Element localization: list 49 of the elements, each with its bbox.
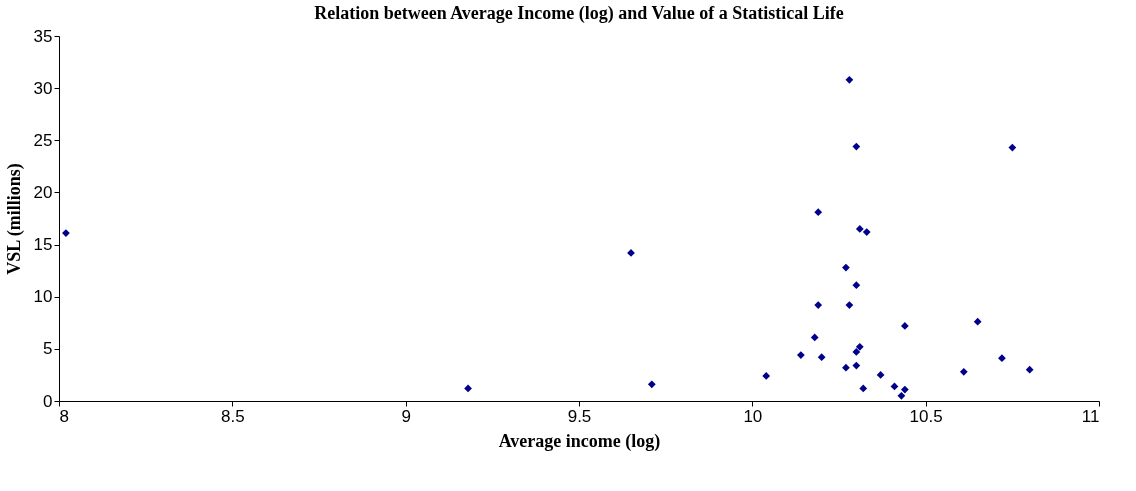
point [852, 361, 861, 370]
x-tick-label: 8.5 [221, 406, 245, 426]
x-tick-label: 9 [401, 406, 411, 426]
point [855, 342, 864, 351]
y-tick-label: 35 [33, 26, 53, 46]
point [762, 372, 771, 380]
y-tick-label: 0 [43, 391, 53, 411]
point [1025, 365, 1034, 374]
point [852, 142, 861, 151]
y-axis-title: VSL (millions) [3, 163, 25, 275]
x-tick-label: 10.5 [909, 406, 943, 426]
y-tick-label: 15 [33, 235, 53, 255]
point [852, 348, 861, 356]
x-tick-label: 9.5 [567, 406, 592, 426]
point [814, 208, 823, 217]
point [897, 391, 906, 400]
y-tick-label: 25 [33, 130, 53, 150]
point [845, 301, 854, 309]
x-tick-label: 11 [1081, 406, 1100, 426]
point [859, 384, 868, 393]
point [796, 351, 805, 359]
point [842, 263, 850, 272]
y-tick-label: 10 [33, 287, 53, 307]
x-axis-title: Average income (log) [498, 430, 661, 452]
point [817, 353, 826, 362]
y-tick-label: 30 [33, 78, 53, 98]
point [959, 367, 968, 376]
x-tick-label: 8 [59, 406, 69, 426]
point [810, 333, 819, 342]
chart-title: Relation between Average Income (log) and Value of a Statistical Life [314, 3, 844, 24]
point [862, 228, 871, 236]
point [890, 382, 899, 391]
point [998, 354, 1006, 363]
point [852, 281, 861, 290]
point [855, 225, 864, 233]
point [647, 380, 656, 389]
x-tick-label: 10 [743, 406, 763, 426]
point [842, 363, 850, 372]
y-tick-label: 5 [43, 339, 53, 359]
point [62, 229, 70, 237]
point [900, 385, 909, 394]
point [464, 384, 472, 393]
point [845, 75, 854, 84]
point [900, 322, 909, 330]
y-tick-label: 20 [33, 182, 53, 202]
point [876, 371, 885, 379]
point [814, 301, 823, 309]
point [973, 317, 982, 326]
point [1008, 143, 1017, 152]
